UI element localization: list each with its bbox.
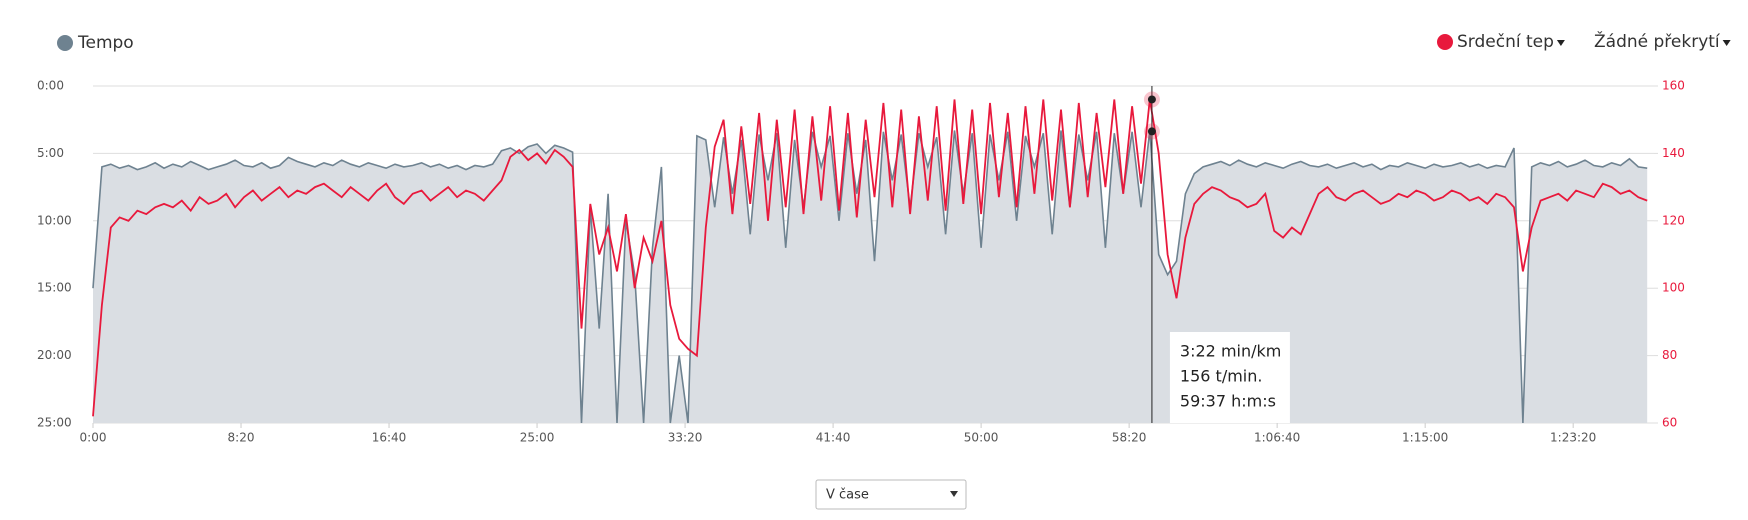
pace-area — [93, 130, 1648, 423]
hover-point — [1147, 95, 1156, 104]
y2-tick-label: 60 — [1662, 416, 1677, 430]
tooltip-line: 59:37 h:m:s — [1180, 392, 1276, 411]
y-tick-label: 20:00 — [37, 348, 72, 362]
y2-tick-label: 160 — [1662, 79, 1685, 93]
y-tick-label: 10:00 — [37, 213, 72, 227]
y-tick-label: 15:00 — [37, 281, 72, 295]
x-tick-label: 16:40 — [372, 431, 407, 445]
x-tick-label: 1:23:20 — [1550, 431, 1596, 445]
hover-point — [1147, 127, 1156, 136]
x-tick-label: 50:00 — [964, 431, 999, 445]
dropdown-arrow — [1722, 40, 1731, 46]
x-tick-label: 41:40 — [816, 431, 851, 445]
tooltip-line: 156 t/min. — [1180, 367, 1263, 386]
pace-line — [92, 130, 1648, 424]
dropdown-arrow — [1556, 40, 1565, 46]
y-tick-label: 0:00 — [37, 79, 64, 93]
tooltip-line: 3:22 min/km — [1180, 342, 1281, 361]
selector-arrow[interactable] — [950, 491, 958, 497]
x-tick-label: 58:20 — [1112, 431, 1147, 445]
y2-tick-label: 80 — [1662, 348, 1677, 362]
legend-label[interactable]: Srdeční tep — [1457, 32, 1554, 52]
x-tick-label: 33:20 — [668, 431, 703, 445]
legend-label: Tempo — [77, 33, 134, 53]
legend-overlay[interactable]: Žádné překrytí — [1594, 30, 1721, 52]
x-tick-label: 0:00 — [80, 431, 107, 445]
x-tick-label: 1:15:00 — [1402, 431, 1448, 445]
y-tick-label: 25:00 — [37, 416, 72, 430]
tooltip-box — [1169, 332, 1290, 423]
y2-tick-label: 140 — [1662, 146, 1685, 160]
legend-dot — [57, 35, 73, 51]
plot — [92, 99, 1648, 424]
y2-tick-label: 120 — [1662, 213, 1685, 227]
selector-label[interactable]: V čase — [826, 488, 869, 503]
legend-dot — [1437, 34, 1453, 50]
hr-line — [92, 99, 1648, 417]
y-tick-label: 5:00 — [37, 146, 64, 160]
x-tick-label: 1:06:40 — [1254, 431, 1300, 445]
x-tick-label: 8:20 — [228, 431, 255, 445]
y2-tick-label: 100 — [1662, 281, 1685, 295]
selector-box[interactable] — [815, 479, 967, 510]
x-tick-label: 25:00 — [520, 431, 555, 445]
